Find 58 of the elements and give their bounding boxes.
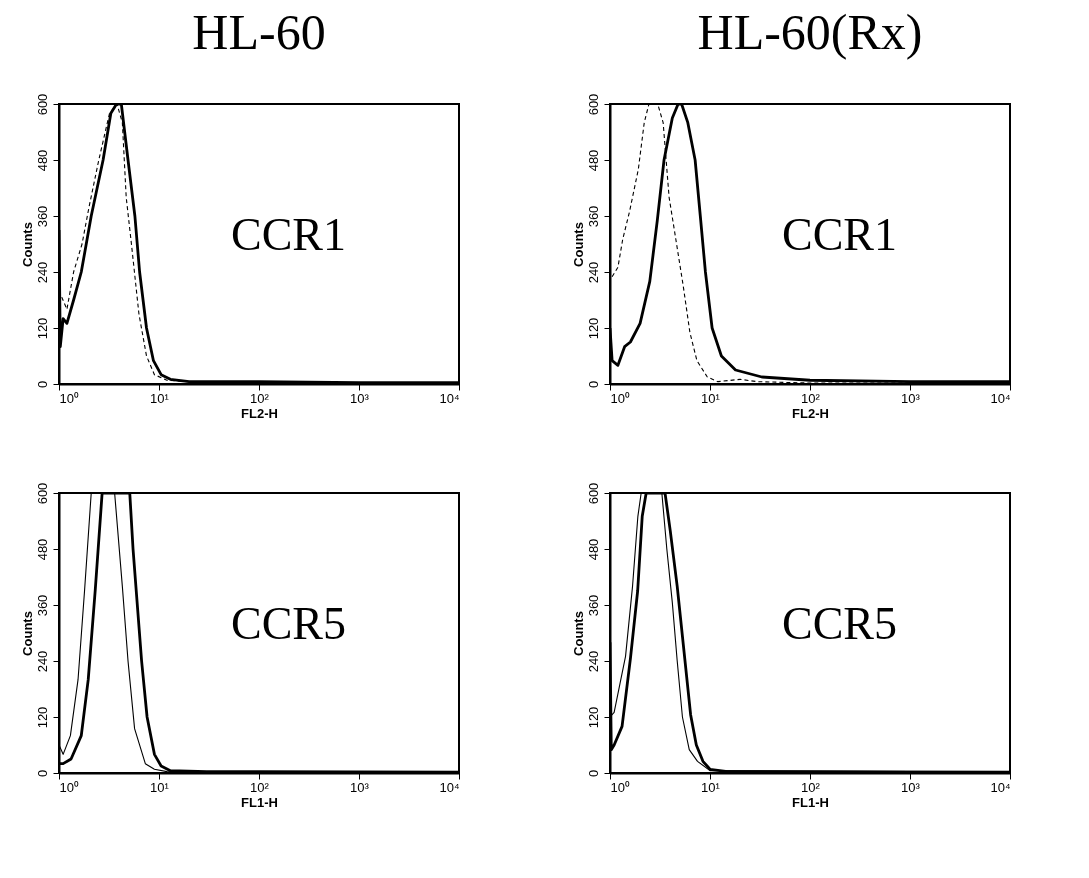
x-tick-label: 10³ (350, 779, 370, 795)
y-tick-label: 600 (585, 482, 601, 505)
x-tick-label: 10⁰ (59, 390, 79, 406)
annotation: CCR5 (231, 597, 347, 649)
y-tick-label: 360 (34, 205, 50, 228)
x-axis-title: FL2-H (792, 405, 829, 421)
y-tick-label: 0 (585, 380, 601, 389)
x-tick-label: 10² (250, 390, 270, 406)
y-tick-label: 480 (585, 149, 601, 172)
y-tick-label: 600 (34, 482, 50, 505)
y-tick-label: 120 (585, 317, 601, 340)
x-tick-label: 10³ (901, 390, 921, 406)
y-axis-title: Counts (19, 611, 35, 656)
x-tick-label: 10¹ (150, 390, 170, 406)
x-tick-label: 10² (801, 779, 821, 795)
y-tick-label: 480 (34, 538, 50, 561)
x-axis-title: FL2-H (241, 405, 278, 421)
y-tick-label: 240 (585, 650, 601, 673)
y-tick-label: 600 (34, 93, 50, 116)
y-tick-label: 240 (34, 261, 50, 284)
x-tick-label: 10⁴ (990, 779, 1011, 795)
y-axis-title: Counts (570, 611, 586, 656)
x-tick-label: 10¹ (150, 779, 170, 795)
annotation: CCR1 (782, 208, 898, 260)
x-tick-label: 10⁴ (439, 779, 460, 795)
x-tick-label: 10¹ (701, 779, 721, 795)
annotation: CCR5 (782, 597, 898, 649)
y-tick-label: 120 (34, 706, 50, 729)
x-tick-label: 10³ (901, 779, 921, 795)
y-tick-label: 360 (585, 594, 601, 617)
y-tick-label: 120 (585, 706, 601, 729)
x-axis-title: FL1-H (792, 794, 829, 810)
y-tick-label: 360 (34, 594, 50, 617)
y-tick-label: 360 (585, 205, 601, 228)
x-axis-title: FL1-H (241, 794, 278, 810)
y-tick-label: 240 (34, 650, 50, 673)
y-tick-label: 0 (34, 380, 50, 389)
chart-title: HL-60 (192, 4, 326, 61)
x-tick-label: 10³ (350, 390, 370, 406)
y-tick-label: 0 (34, 769, 50, 778)
x-tick-label: 10² (801, 390, 821, 406)
x-tick-label: 10² (250, 779, 270, 795)
y-tick-label: 240 (585, 261, 601, 284)
x-tick-label: 10⁴ (990, 390, 1011, 406)
y-axis-title: Counts (570, 222, 586, 267)
y-tick-label: 0 (585, 769, 601, 778)
x-tick-label: 10⁴ (439, 390, 460, 406)
x-tick-label: 10⁰ (610, 779, 630, 795)
chart-title: HL-60(Rx) (697, 4, 923, 61)
annotation: CCR1 (231, 208, 347, 260)
y-tick-label: 600 (585, 93, 601, 116)
y-tick-label: 480 (34, 149, 50, 172)
x-tick-label: 10¹ (701, 390, 721, 406)
x-tick-label: 10⁰ (59, 779, 79, 795)
x-tick-label: 10⁰ (610, 390, 630, 406)
y-tick-label: 120 (34, 317, 50, 340)
y-tick-label: 480 (585, 538, 601, 561)
y-axis-title: Counts (19, 222, 35, 267)
